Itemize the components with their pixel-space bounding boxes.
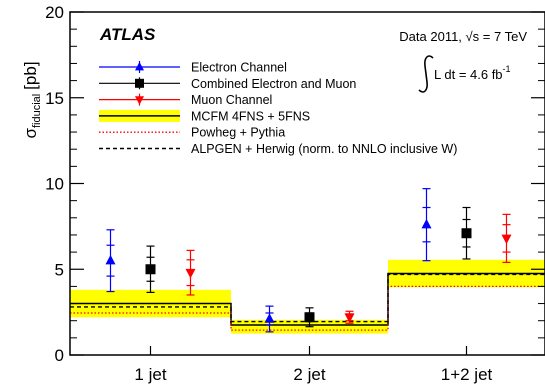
data-point [501,213,512,263]
y-axis-symbol: σ [21,128,40,139]
data-point [421,188,432,262]
point-marker [421,218,432,229]
legend-entry: Powheg + Pythia [99,126,285,140]
point-marker [264,313,275,323]
legend-label: Electron Channel [191,61,287,75]
point-marker [344,313,355,324]
y-tick-label: 0 [55,346,64,365]
y-axis-title: σfiducial [pb] [21,61,43,138]
x-axis-labels: 1 jet 2 jet 1+2 jet [134,346,493,384]
legend-marker [135,78,144,88]
legend-entry: MCFM 4FNS + 5FNS [99,109,310,123]
data-point [264,305,275,333]
y-tick-label: 15 [45,89,64,108]
legend-label: Combined Electron and Muon [191,77,356,91]
legend-entry: ALPGEN + Herwig (norm. to NNLO inclusive… [99,142,457,156]
point-marker [145,264,156,275]
point-marker [105,254,116,265]
data-point [185,249,196,296]
svg-text:L dt = 4.6 fb-1: L dt = 4.6 fb-1 [434,64,511,82]
y-axis-ticks: 0 5 10 15 20 [45,3,545,365]
data-note: Data 2011, √s = 7 TeV [399,29,527,44]
legend-entry: Electron Channel [99,61,287,75]
y-tick-label: 10 [45,175,64,194]
data-point [304,307,315,328]
prediction-bands [70,259,545,334]
svg-text:σfiducial[pb]: σfiducial [pb] [21,61,43,138]
legend-entry: Combined Electron and Muon [99,77,356,91]
y-axis-subscript: fiducial [31,94,43,128]
legend-label: Powheg + Pythia [191,126,285,140]
experiment-label: ATLAS [99,25,156,44]
legend-marker [135,96,144,105]
y-axis-unit: [pb] [21,61,40,89]
luminosity-exponent: -1 [503,64,511,74]
legend-label: ALPGEN + Herwig (norm. to NNLO inclusive… [191,142,457,156]
data-point [145,245,156,294]
y-tick-label: 20 [45,3,64,22]
legend-marker [135,61,144,71]
legend-entry: Muon Channel [99,93,272,107]
data-point [461,206,472,260]
legend-label: MCFM 4FNS + 5FNS [191,109,310,123]
integral-sign [418,55,434,93]
data-point [105,229,116,293]
legend-label: Muon Channel [191,93,272,107]
point-marker [501,234,512,245]
point-marker [185,268,196,279]
point-marker [461,228,472,239]
luminosity-label: L dt = 4.6 fb-1 [418,55,511,93]
data-points [105,188,512,333]
data-point [344,310,355,324]
y-tick-label: 5 [55,260,64,279]
x-tick-label: 1+2 jet [441,365,493,384]
x-tick-label: 1 jet [134,365,166,384]
point-marker [304,312,315,323]
legend: Electron Channel Combined Electron and Mu… [99,61,457,156]
x-tick-label: 2 jet [293,365,325,384]
powheg-line [70,285,545,331]
luminosity-text: L dt = 4.6 fb [434,67,503,82]
